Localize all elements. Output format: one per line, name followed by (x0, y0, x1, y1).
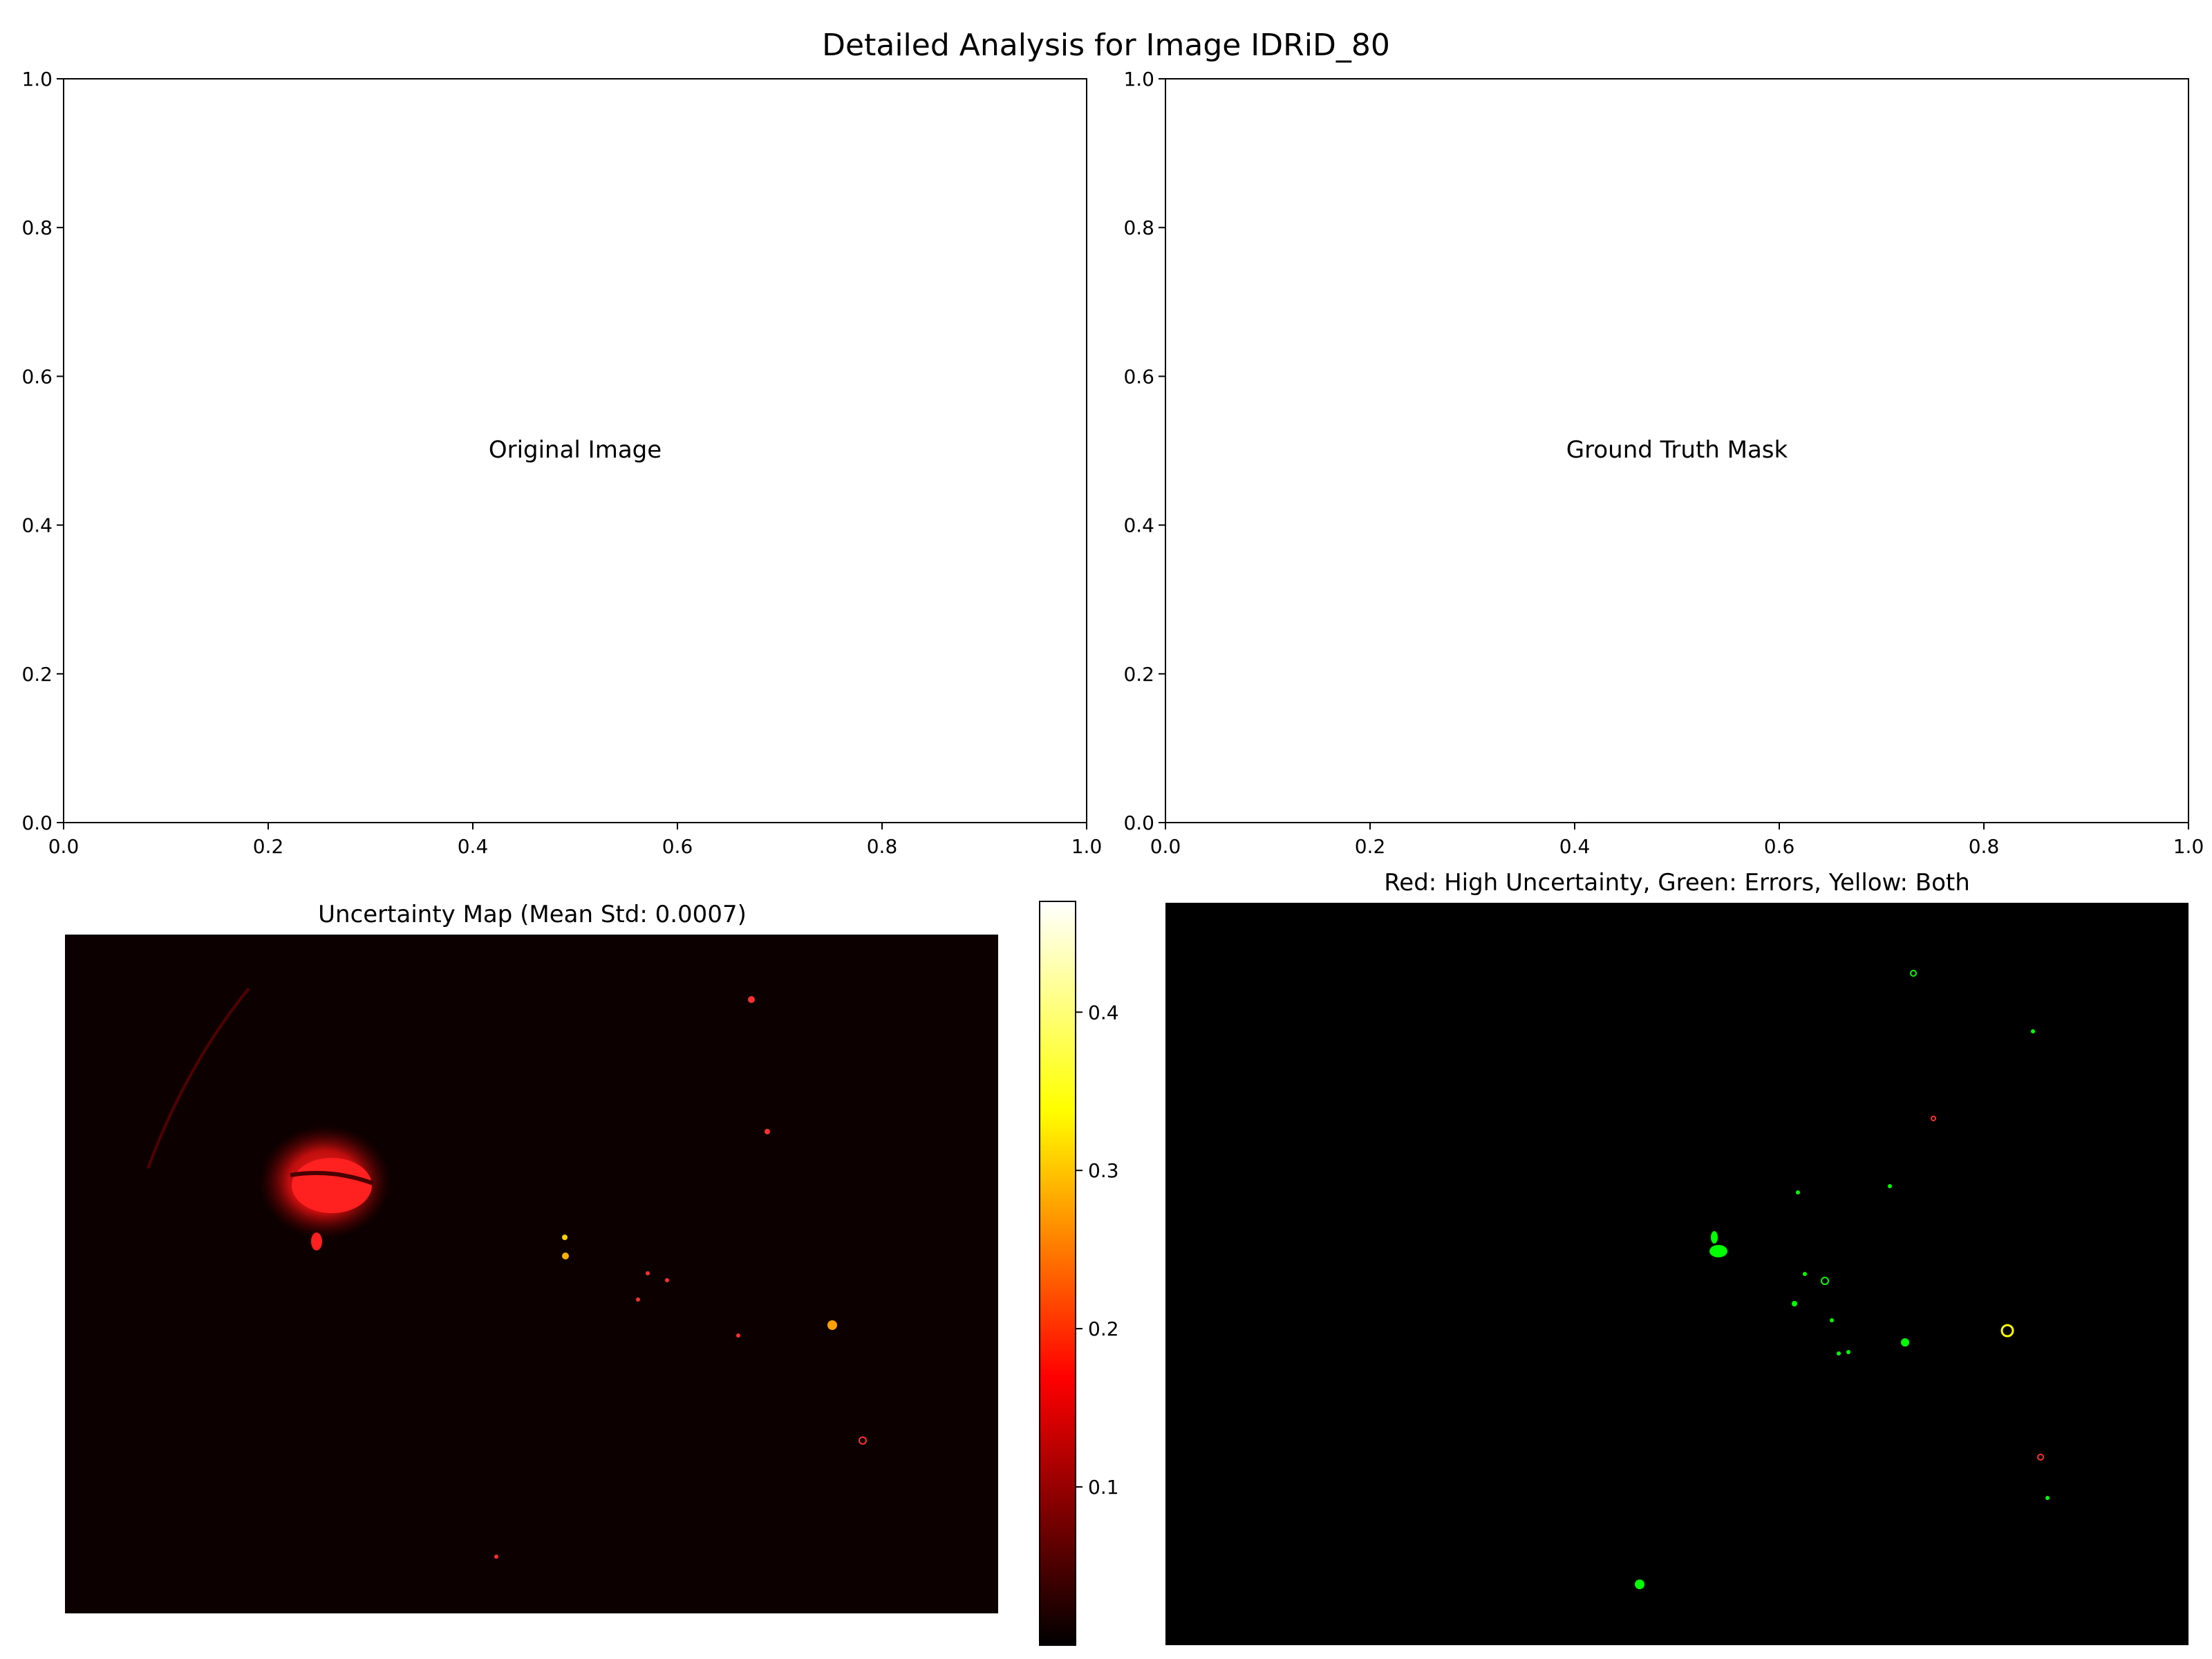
panel-ground-truth-mask: Ground Truth Mask 0.0 0.2 0.4 0.6 0.8 1.00.00… (1123, 68, 2204, 858)
overlay-image (1165, 903, 2188, 1645)
y-tick-label: 0.4 (21, 514, 53, 537)
y-tick-label: 0.0 (21, 812, 53, 834)
lesion-spot (646, 1271, 650, 1275)
lesion-spot (562, 1253, 569, 1259)
uncertainty-spot (2037, 1454, 2044, 1461)
panel-uncertainty-map: Uncertainty Map (Mean Std: 0.0007) 0.1 (65, 901, 1119, 1646)
lesion-spot (636, 1297, 640, 1302)
lesion-spot (748, 996, 755, 1003)
overlay-features (1635, 970, 2050, 1589)
panel-original-image: Original Image 0.0 0.2 0.4 0.6 0.8 1.00.00.20… (21, 68, 1102, 858)
error-spot (1635, 1580, 1644, 1589)
x-tick-label: 0.6 (1764, 835, 1795, 858)
optic-disc-blob (311, 1232, 322, 1250)
axes-frame (1165, 78, 2189, 823)
x-tick-label: 0.8 (1969, 835, 2000, 858)
colorbar-tick-label: 0.3 (1088, 1159, 1119, 1182)
optic-disc-core (292, 1158, 372, 1213)
overlay-title: Red: High Uncertainty, Green: Errors, Ye… (1384, 869, 1970, 897)
y-tick-label: 0.8 (1123, 216, 1154, 239)
lesion-spot (765, 1129, 770, 1134)
axis-ticks: 0.0 0.2 0.4 0.6 0.8 1.0 0.0 0.2 0.4 0.6 0.8 1.0 (21, 68, 1102, 858)
lesion-spot (665, 1278, 669, 1282)
uncertainty-map-image (65, 935, 998, 1613)
axes-frame (63, 78, 1087, 823)
both-spot (2000, 1324, 2014, 1338)
y-tick-label: 0.2 (1123, 663, 1154, 686)
error-spot (2031, 1029, 2035, 1033)
y-tick-label: 0.8 (21, 216, 53, 239)
error-spot (1901, 1338, 1909, 1347)
x-tick-label: 0.6 (662, 835, 693, 858)
x-tick-label: 0.0 (1150, 835, 1181, 858)
y-tick-label: 0.4 (1123, 514, 1154, 537)
lesion-spot (736, 1333, 740, 1338)
x-tick-label: 0.8 (867, 835, 898, 858)
x-tick-label: 1.0 (2173, 835, 2204, 858)
y-tick-label: 0.2 (21, 663, 53, 686)
colorbar (1039, 901, 1076, 1646)
colorbar-tick-label: 0.1 (1088, 1476, 1119, 1499)
panel-center-text: Original Image (489, 436, 662, 464)
error-spot (1837, 1351, 1841, 1356)
y-tick-label: 1.0 (1123, 68, 1154, 91)
x-tick-label: 0.4 (458, 835, 489, 858)
lesion-spot (859, 1436, 867, 1445)
colorbar-tick-label: 0.4 (1088, 1001, 1119, 1024)
y-tick-label: 0.6 (21, 365, 53, 388)
x-tick-label: 0.2 (253, 835, 284, 858)
y-tick-label: 0.6 (1123, 365, 1154, 388)
panel-center-text: Ground Truth Mask (1566, 436, 1788, 464)
axis-ticks: 0.0 0.2 0.4 0.6 0.8 1.0 0.0 0.2 0.4 0.6 0.8 1.0 (1123, 68, 2204, 858)
error-spot (1796, 1190, 1800, 1194)
vessel-arc (147, 987, 250, 1169)
uncertainty-features (147, 987, 867, 1559)
y-tick-label: 1.0 (21, 68, 53, 91)
error-spot (1711, 1231, 1718, 1244)
lesion-spot (494, 1555, 498, 1559)
error-spot (1803, 1272, 1807, 1276)
x-tick-label: 0.2 (1355, 835, 1386, 858)
colorbar-ticks: 0.1 0.2 0.3 0.4 (1076, 1001, 1119, 1499)
x-tick-label: 0.4 (1559, 835, 1591, 858)
uncertainty-map-title: Uncertainty Map (Mean Std: 0.0007) (318, 901, 747, 928)
x-tick-label: 1.0 (1071, 835, 1103, 858)
uncertainty-spot (1931, 1116, 1936, 1121)
error-spot (1846, 1350, 1850, 1354)
error-spot (1888, 1184, 1892, 1188)
error-spot (2045, 1496, 2050, 1500)
lesion-spot (562, 1235, 568, 1240)
colorbar-tick-label: 0.2 (1088, 1318, 1119, 1340)
figure-title: Detailed Analysis for Image IDRiD_80 (822, 28, 1390, 63)
error-spot (1830, 1318, 1834, 1322)
lesion-spot (827, 1320, 837, 1330)
error-spot (1910, 970, 1917, 977)
y-tick-label: 0.0 (1123, 812, 1154, 834)
optic-disc-vessel (290, 1170, 375, 1185)
panel-overlay: Red: High Uncertainty, Green: Errors, Ye… (1165, 869, 2188, 1645)
error-spot (1792, 1301, 1797, 1306)
error-spot (1709, 1245, 1727, 1257)
x-tick-label: 0.0 (48, 835, 79, 858)
error-spot (1821, 1277, 1829, 1285)
